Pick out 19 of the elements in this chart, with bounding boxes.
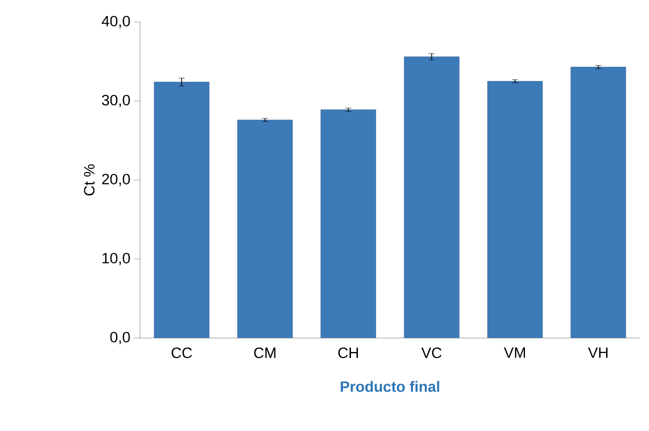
bar bbox=[570, 66, 626, 338]
bar bbox=[487, 81, 543, 338]
y-tick-label: 0,0 bbox=[110, 332, 130, 344]
bar bbox=[154, 82, 210, 338]
y-axis-title: Ct % bbox=[84, 164, 95, 196]
x-tick-label: VM bbox=[504, 348, 525, 358]
x-tick-label: CC bbox=[172, 348, 192, 358]
x-axis-title: Producto final bbox=[340, 380, 440, 392]
bar bbox=[320, 109, 376, 338]
bar bbox=[237, 120, 293, 338]
x-tick-label: VH bbox=[588, 348, 608, 358]
y-tick-label: 10,0 bbox=[102, 252, 130, 266]
x-tick-label: VC bbox=[421, 348, 442, 358]
bar bbox=[404, 56, 460, 338]
y-tick-label: 20,0 bbox=[102, 174, 130, 186]
y-tick-label: 30,0 bbox=[102, 94, 130, 108]
x-tick-label: CM bbox=[254, 348, 276, 358]
x-tick-label: CH bbox=[338, 348, 358, 358]
y-tick-label: 40,0 bbox=[102, 16, 130, 28]
